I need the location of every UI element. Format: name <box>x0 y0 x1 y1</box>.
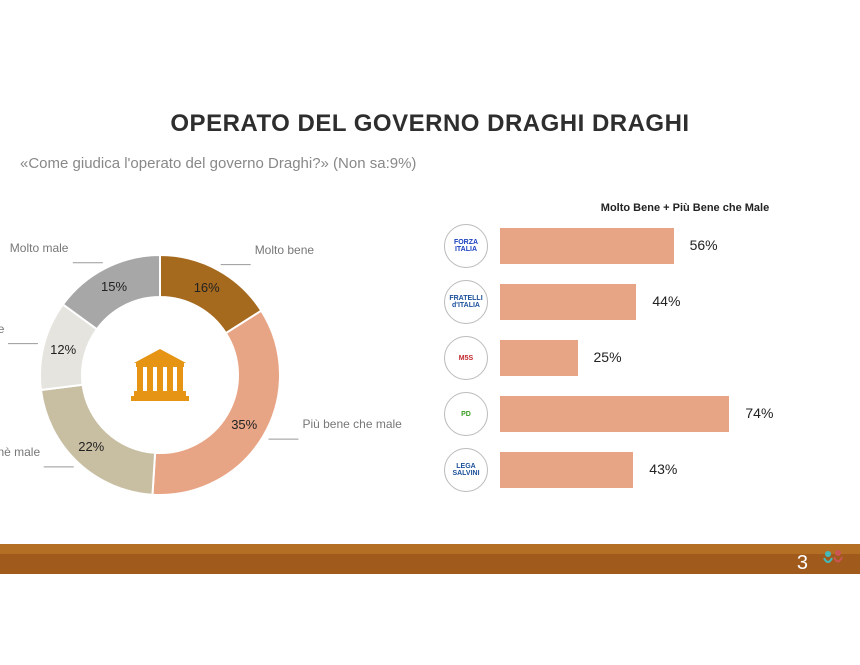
bar-value: 74% <box>745 405 773 421</box>
footer: 3 <box>0 544 860 574</box>
bar-fill <box>500 452 633 488</box>
footer-stripe-main <box>0 554 860 574</box>
party-icon: PD <box>444 392 488 436</box>
bar-value: 44% <box>652 293 680 309</box>
bar-value: 56% <box>690 237 718 253</box>
footer-stripe-top <box>0 544 860 554</box>
slide: { "layout": { "title_top": 110, "subtitl… <box>0 0 860 665</box>
party-icon: M5S <box>444 336 488 380</box>
party-icon: FRATELLI d'ITALIA <box>444 280 488 324</box>
bar-fill <box>500 340 578 376</box>
bar-value: 25% <box>594 349 622 365</box>
bar-fill <box>500 284 636 320</box>
bar-value: 43% <box>649 461 677 477</box>
party-icon: LEGA SALVINI <box>444 448 488 492</box>
page-number: 3 <box>797 552 808 575</box>
party-icon: FORZA ITALIA <box>444 224 488 268</box>
bar-fill <box>500 396 729 432</box>
brand-logo <box>818 544 852 574</box>
bar-fill <box>500 228 674 264</box>
